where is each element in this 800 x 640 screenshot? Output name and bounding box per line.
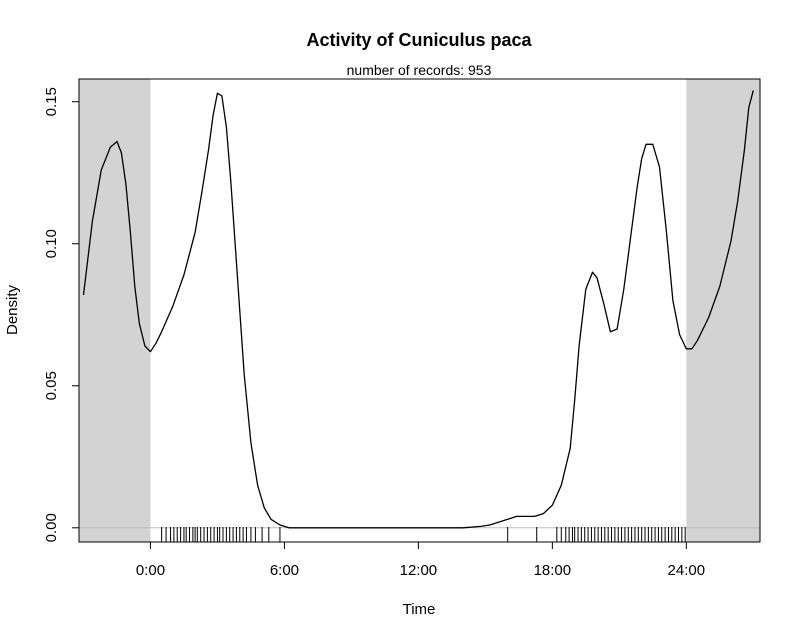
chart-title: Activity of Cuniculus paca — [306, 30, 532, 50]
y-tick-label: 0.00 — [43, 513, 60, 542]
shaded-region-2 — [686, 79, 760, 542]
x-tick-label: 6:00 — [270, 562, 299, 579]
x-tick-label: 0:00 — [136, 562, 165, 579]
x-axis: 0:00 6:00 12:00 18:00 24:00 — [136, 541, 706, 579]
plot-frame — [78, 78, 761, 543]
y-tick-label: 0.05 — [43, 371, 60, 400]
x-tick-label: 12:00 — [400, 562, 438, 579]
x-tick-label: 24:00 — [668, 562, 706, 579]
y-axis: 0.00 0.05 0.10 0.15 — [43, 87, 80, 542]
shaded-region-1 — [79, 79, 151, 542]
x-tick-label: 18:00 — [534, 562, 572, 579]
shaded-regions — [79, 79, 760, 542]
y-tick-label: 0.10 — [43, 229, 60, 258]
y-axis-label: Density — [4, 284, 21, 335]
chart-subtitle: number of records: 953 — [347, 62, 492, 78]
density-curve — [82, 90, 754, 529]
rug-marks — [161, 527, 686, 542]
y-tick-label: 0.15 — [43, 87, 60, 116]
x-axis-label: Time — [403, 601, 436, 618]
series-lines — [82, 90, 754, 529]
